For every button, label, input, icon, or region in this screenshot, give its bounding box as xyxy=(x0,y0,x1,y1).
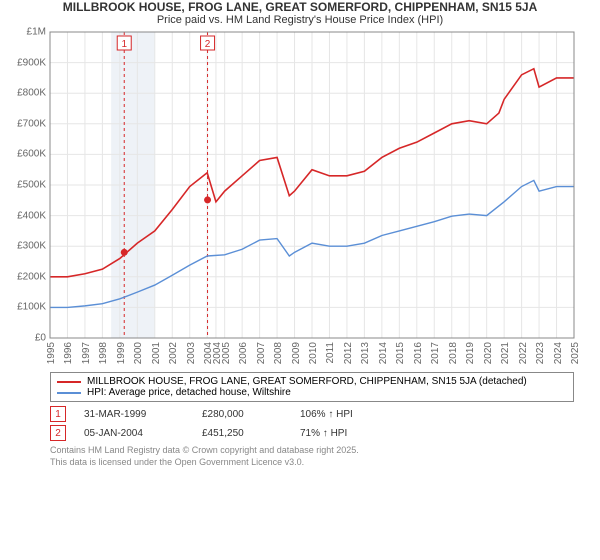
x-tick-label: 2008 xyxy=(273,342,284,364)
y-tick-label: £800K xyxy=(17,88,46,99)
x-tick-label: 1999 xyxy=(116,342,127,364)
y-tick-label: £600K xyxy=(17,149,46,160)
y-tick-label: £200K xyxy=(17,271,46,282)
legend-label-property: MILLBROOK HOUSE, FROG LANE, GREAT SOMERF… xyxy=(87,376,527,387)
x-tick-label: 2012 xyxy=(343,342,354,364)
y-axis-labels: £0£100K£200K£300K£400K£500K£600K£700K£80… xyxy=(0,26,50,366)
x-tick-label: 2021 xyxy=(500,342,511,364)
x-tick-label: 2017 xyxy=(430,342,441,364)
x-tick-label: 2006 xyxy=(238,342,249,364)
x-tick-label: 1995 xyxy=(46,342,57,364)
event-date-1: 31-MAR-1999 xyxy=(84,409,184,420)
chart-title: MILLBROOK HOUSE, FROG LANE, GREAT SOMERF… xyxy=(0,0,600,14)
event-marker-1: 1 xyxy=(50,406,66,422)
x-tick-label: 2022 xyxy=(518,342,529,364)
event-pct-2: 71% ↑ HPI xyxy=(300,428,347,439)
event-row-2: 2 05-JAN-2004 £451,250 71% ↑ HPI xyxy=(50,425,574,441)
x-tick-label: 1997 xyxy=(81,342,92,364)
x-tick-label: 2013 xyxy=(360,342,371,364)
chart-container: { "title": "MILLBROOK HOUSE, FROG LANE, … xyxy=(0,0,600,560)
y-tick-label: £400K xyxy=(17,210,46,221)
x-tick-label: 2019 xyxy=(465,342,476,364)
x-tick-label: 2000 xyxy=(133,342,144,364)
x-tick-label: 2002 xyxy=(168,342,179,364)
event-row-1: 1 31-MAR-1999 £280,000 106% ↑ HPI xyxy=(50,406,574,422)
x-tick-label: 2023 xyxy=(535,342,546,364)
chart-subtitle: Price paid vs. HM Land Registry's House … xyxy=(0,14,600,26)
chart-svg: 12 xyxy=(0,26,600,366)
x-tick-label: 2007 xyxy=(256,342,267,364)
footer-line-2: This data is licensed under the Open Gov… xyxy=(50,457,574,469)
x-tick-label: 2014 xyxy=(378,342,389,364)
legend-swatch-property xyxy=(57,381,81,383)
x-tick-label: 1996 xyxy=(63,342,74,364)
event-date-2: 05-JAN-2004 xyxy=(84,428,184,439)
x-tick-label: 2005 xyxy=(221,342,232,364)
y-tick-label: £900K xyxy=(17,57,46,68)
x-tick-label: 2015 xyxy=(395,342,406,364)
x-tick-label: 1998 xyxy=(98,342,109,364)
x-tick-label: 2018 xyxy=(448,342,459,364)
y-tick-label: £1M xyxy=(27,27,46,38)
y-tick-label: £700K xyxy=(17,118,46,129)
event-price-2: £451,250 xyxy=(202,428,282,439)
legend-label-hpi: HPI: Average price, detached house, Wilt… xyxy=(87,387,291,398)
x-tick-label: 2009 xyxy=(291,342,302,364)
legend-row-hpi: HPI: Average price, detached house, Wilt… xyxy=(57,387,567,398)
svg-text:2: 2 xyxy=(205,39,211,50)
x-tick-label: 2025 xyxy=(570,342,581,364)
x-tick-label: 2016 xyxy=(413,342,424,364)
event-marker-2: 2 xyxy=(50,425,66,441)
y-tick-label: £500K xyxy=(17,180,46,191)
x-tick-label: 2003 xyxy=(186,342,197,364)
footer: Contains HM Land Registry data © Crown c… xyxy=(50,445,574,468)
y-tick-label: £300K xyxy=(17,241,46,252)
x-tick-label: 2010 xyxy=(308,342,319,364)
legend: MILLBROOK HOUSE, FROG LANE, GREAT SOMERF… xyxy=(50,372,574,402)
x-tick-label: 2011 xyxy=(325,342,336,364)
footer-line-1: Contains HM Land Registry data © Crown c… xyxy=(50,445,574,457)
legend-swatch-hpi xyxy=(57,392,81,394)
legend-row-property: MILLBROOK HOUSE, FROG LANE, GREAT SOMERF… xyxy=(57,376,567,387)
x-tick-label: 2001 xyxy=(151,342,162,364)
x-tick-label: 2024 xyxy=(553,342,564,364)
x-tick-label: 2020 xyxy=(483,342,494,364)
x-axis-labels: 1995199619971998199920002001200220032004… xyxy=(0,338,600,366)
event-table: 1 31-MAR-1999 £280,000 106% ↑ HPI 2 05-J… xyxy=(50,406,574,441)
y-tick-label: £100K xyxy=(17,302,46,313)
chart-plot: 12 £0£100K£200K£300K£400K£500K£600K£700K… xyxy=(0,26,600,366)
event-pct-1: 106% ↑ HPI xyxy=(300,409,353,420)
svg-text:1: 1 xyxy=(121,39,127,50)
event-price-1: £280,000 xyxy=(202,409,282,420)
